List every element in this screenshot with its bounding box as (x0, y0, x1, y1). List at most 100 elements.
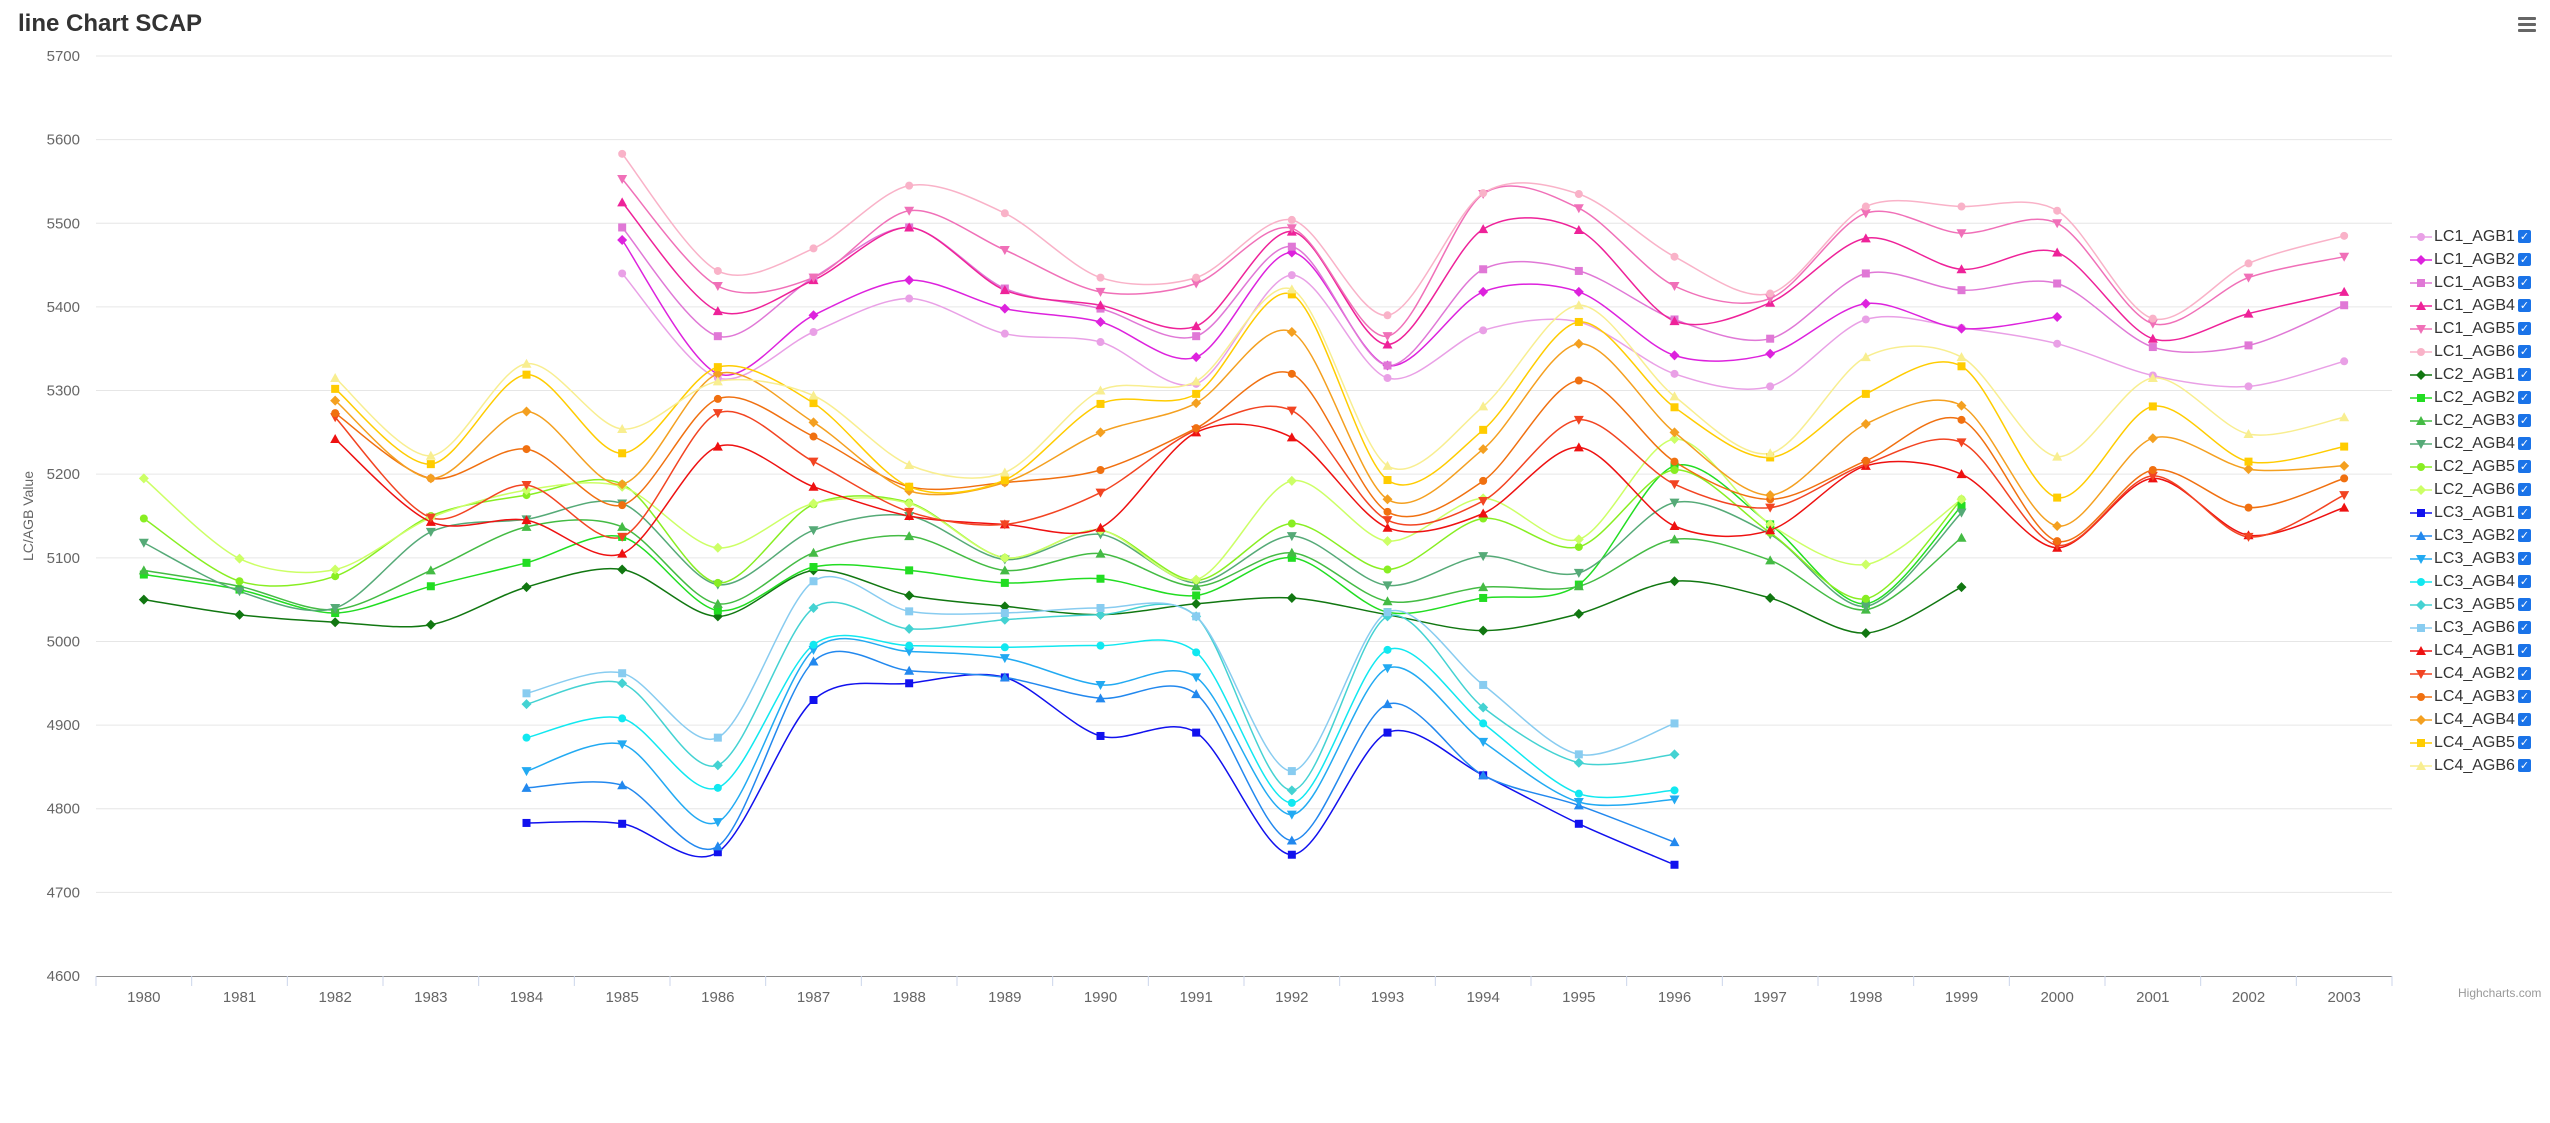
legend-checkbox[interactable]: ✓ (2517, 598, 2531, 611)
data-point-lc1_agb2[interactable] (1669, 350, 1680, 361)
data-point-lc1_agb4[interactable] (1382, 339, 1393, 349)
data-point-lc2_agb3[interactable] (1191, 581, 1202, 591)
data-point-lc3_agb5[interactable] (1095, 609, 1106, 620)
data-point-lc3_agb5[interactable] (999, 614, 1010, 625)
legend-item-lc3_agb2[interactable]: LC3_AGB2 ✓ (2410, 524, 2540, 547)
data-point-lc2_agb3[interactable] (425, 565, 436, 575)
data-point-lc1_agb2[interactable] (1286, 247, 1297, 258)
data-point-lc4_agb1[interactable] (1286, 432, 1297, 442)
data-point-lc4_agb1[interactable] (521, 515, 532, 525)
data-point-lc1_agb3[interactable] (905, 223, 914, 232)
data-point-lc4_agb5[interactable] (1096, 399, 1105, 408)
data-point-lc4_agb5[interactable] (1670, 403, 1679, 412)
series-line-lc4_agb1[interactable] (334, 423, 2345, 557)
data-point-lc2_agb5[interactable] (331, 572, 340, 581)
data-point-lc3_agb5[interactable] (1669, 749, 1680, 760)
data-point-lc4_agb6[interactable] (808, 390, 819, 400)
data-point-lc1_agb6[interactable] (2244, 259, 2253, 268)
data-point-lc2_agb1[interactable] (1573, 608, 1584, 619)
legend-checkbox[interactable]: ✓ (2517, 391, 2531, 404)
data-point-lc1_agb3[interactable] (1096, 304, 1105, 313)
data-point-lc4_agb4[interactable] (2147, 433, 2158, 444)
data-point-lc1_agb3[interactable] (2053, 279, 2062, 288)
data-point-lc2_agb3[interactable] (904, 531, 915, 541)
legend-checkbox[interactable]: ✓ (2517, 713, 2531, 726)
data-point-lc1_agb2[interactable] (808, 310, 819, 321)
data-point-lc3_agb3[interactable] (1573, 798, 1584, 808)
data-point-lc3_agb6[interactable] (1096, 604, 1105, 612)
legend-checkbox[interactable]: ✓ (2517, 368, 2531, 381)
series-line-lc1_agb3[interactable] (621, 226, 2345, 367)
series-line-lc1_agb6[interactable] (621, 153, 2345, 321)
data-point-lc1_agb6[interactable] (1479, 189, 1488, 198)
data-point-lc3_agb1[interactable] (1574, 819, 1583, 828)
legend-item-lc3_agb6[interactable]: LC3_AGB6 ✓ (2410, 616, 2540, 639)
chart-menu-button[interactable] (2514, 14, 2540, 40)
data-point-lc1_agb3[interactable] (1861, 269, 1870, 278)
data-point-lc3_agb2[interactable] (1478, 770, 1489, 780)
data-point-lc3_agb6[interactable] (1192, 612, 1201, 621)
legend-checkbox[interactable]: ✓ (2517, 621, 2531, 634)
data-point-lc3_agb1[interactable] (1000, 673, 1009, 682)
legend-checkbox[interactable]: ✓ (2517, 506, 2531, 519)
data-point-lc3_agb3[interactable] (1095, 680, 1106, 690)
data-point-lc3_agb6[interactable] (618, 669, 627, 678)
data-point-lc2_agb6[interactable] (1669, 434, 1680, 445)
data-point-lc4_agb3[interactable] (618, 501, 627, 510)
data-point-lc3_agb2[interactable] (1669, 837, 1680, 847)
legend-item-lc2_agb5[interactable]: LC2_AGB5 ✓ (2410, 455, 2540, 478)
data-point-lc1_agb2[interactable] (1765, 348, 1776, 359)
data-point-lc2_agb4[interactable] (1669, 498, 1680, 508)
legend-item-lc4_agb3[interactable]: LC4_AGB3 ✓ (2410, 685, 2540, 708)
data-point-lc1_agb1[interactable] (1861, 315, 1870, 324)
data-point-lc4_agb4[interactable] (425, 473, 436, 484)
data-point-lc4_agb6[interactable] (425, 450, 436, 460)
data-point-lc2_agb4[interactable] (521, 515, 532, 525)
data-point-lc1_agb1[interactable] (1383, 374, 1392, 382)
data-point-lc4_agb4[interactable] (1669, 427, 1680, 438)
data-point-lc1_agb4[interactable] (1286, 226, 1297, 236)
data-point-lc2_agb3[interactable] (1669, 534, 1680, 544)
data-point-lc3_agb3[interactable] (904, 647, 915, 657)
data-point-lc1_agb2[interactable] (1382, 360, 1393, 371)
data-point-lc1_agb5[interactable] (1382, 332, 1393, 342)
data-point-lc4_agb6[interactable] (1956, 352, 1967, 362)
legend-item-lc4_agb4[interactable]: LC4_AGB4 ✓ (2410, 708, 2540, 731)
series-line-lc2_agb5[interactable] (143, 469, 1963, 600)
legend-checkbox[interactable]: ✓ (2517, 345, 2531, 358)
data-point-lc3_agb1[interactable] (522, 818, 531, 827)
data-point-lc2_agb5[interactable] (1192, 576, 1201, 585)
data-point-lc2_agb4[interactable] (1765, 530, 1776, 540)
data-point-lc1_agb5[interactable] (999, 246, 1010, 256)
data-point-lc2_agb5[interactable] (139, 514, 148, 523)
data-point-lc2_agb4[interactable] (999, 555, 1010, 565)
data-point-lc2_agb1[interactable] (712, 611, 723, 622)
data-point-lc4_agb2[interactable] (808, 457, 819, 467)
data-point-lc2_agb3[interactable] (138, 565, 149, 575)
series-line-lc2_agb4[interactable] (143, 500, 1963, 612)
series-line-lc2_agb1[interactable] (143, 567, 1962, 634)
data-point-lc2_agb2[interactable] (1383, 608, 1392, 617)
data-point-lc4_agb3[interactable] (1670, 457, 1679, 466)
data-point-lc1_agb5[interactable] (1191, 279, 1202, 289)
data-point-lc4_agb2[interactable] (1956, 438, 1967, 448)
data-point-lc4_agb6[interactable] (1382, 460, 1393, 470)
data-point-lc3_agb1[interactable] (1670, 860, 1679, 869)
data-point-lc4_agb2[interactable] (1382, 516, 1393, 526)
data-point-lc1_agb5[interactable] (712, 282, 723, 291)
data-point-lc4_agb1[interactable] (1669, 521, 1680, 531)
legend-checkbox[interactable]: ✓ (2517, 460, 2531, 473)
data-point-lc2_agb3[interactable] (712, 598, 723, 608)
data-point-lc2_agb4[interactable] (904, 512, 915, 521)
data-point-lc2_agb3[interactable] (1765, 555, 1776, 565)
data-point-lc4_agb3[interactable] (1000, 478, 1009, 487)
data-point-lc1_agb2[interactable] (2052, 311, 2063, 322)
data-point-lc2_agb6[interactable] (1095, 525, 1106, 536)
data-point-lc4_agb2[interactable] (904, 507, 915, 517)
legend-checkbox[interactable]: ✓ (2517, 575, 2531, 588)
data-point-lc2_agb6[interactable] (617, 481, 628, 492)
data-point-lc1_agb6[interactable] (618, 149, 627, 158)
data-point-lc2_agb6[interactable] (1765, 519, 1776, 530)
data-point-lc4_agb1[interactable] (1956, 469, 1967, 479)
data-point-lc4_agb1[interactable] (1478, 508, 1489, 518)
